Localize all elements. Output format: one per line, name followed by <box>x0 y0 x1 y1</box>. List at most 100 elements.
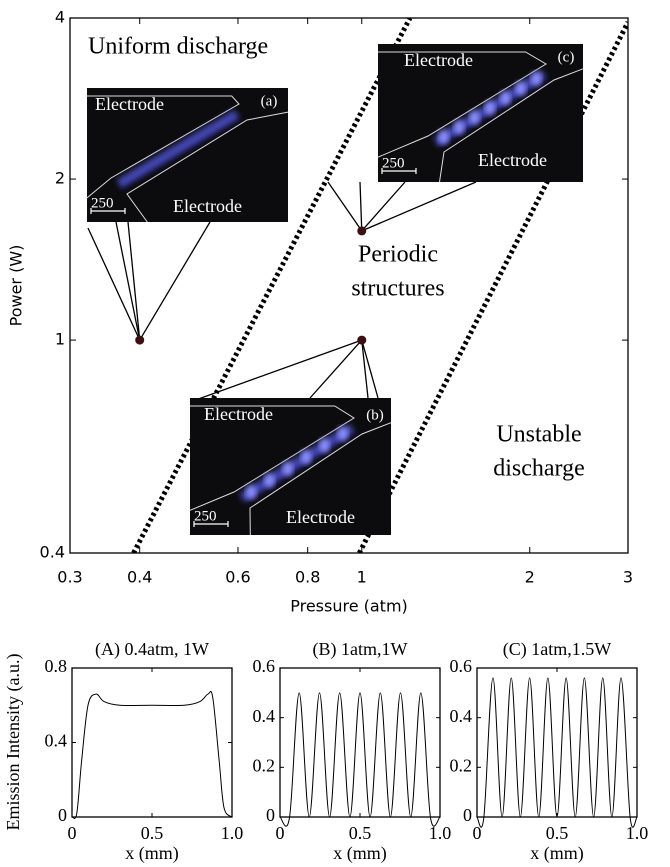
electrode-label: Electrode <box>478 150 547 170</box>
plot-frame <box>71 667 233 818</box>
y-tick-label: 0.4 <box>450 706 473 726</box>
discharge-spot <box>454 120 465 135</box>
y-tick-label: 0.6 <box>253 656 276 676</box>
leader-line <box>87 227 141 341</box>
data-point <box>135 335 145 345</box>
y-tick-label: 0 <box>463 805 472 825</box>
discharge-spot <box>264 473 275 488</box>
intensity-line <box>71 691 233 819</box>
electrode-outline <box>189 405 355 511</box>
y-axis-label: Power (W) <box>7 245 26 327</box>
x-axis-label: x (mm) <box>125 843 179 864</box>
data-point <box>357 335 367 345</box>
intensity-line <box>476 677 638 828</box>
x-tick-label: 1.0 <box>221 823 244 843</box>
x-tick-label: 0.8 <box>295 568 320 587</box>
electrode-outline <box>249 422 392 536</box>
electrode-outline <box>126 111 289 223</box>
discharge-spot <box>337 426 348 441</box>
inset-label: (a) <box>261 93 278 109</box>
x-tick-label: 1.0 <box>429 823 452 843</box>
data-point <box>357 226 367 236</box>
x-tick-label: 0.4 <box>127 568 152 587</box>
leader-line <box>115 221 141 341</box>
discharge-spot <box>531 71 542 86</box>
y-tick-label: 0.6 <box>450 656 473 676</box>
electrode-label: Electrode <box>173 196 242 216</box>
leader-line <box>327 181 363 232</box>
y-axis-label: Emission Intensity (a.u.) <box>3 654 24 831</box>
x-tick-label: 0 <box>473 823 482 843</box>
electrode-outline <box>377 51 547 158</box>
inset-label: (b) <box>366 407 384 423</box>
scale-bar <box>193 521 229 527</box>
y-tick-label: 0 <box>58 805 67 825</box>
x-tick-label: 2 <box>525 568 535 587</box>
electrode-outline <box>86 95 240 199</box>
y-tick-label: 4 <box>55 8 65 27</box>
x-tick-label: 0 <box>68 823 77 843</box>
scale-bar-label: 250 <box>91 195 114 211</box>
discharge-spot <box>485 101 495 115</box>
x-tick-label: 0.5 <box>546 823 569 843</box>
electrode-label: Electrode <box>95 94 164 114</box>
inset-photo: Electrode Electrode (a) 250 <box>86 88 289 223</box>
y-tick-label: 0 <box>266 805 275 825</box>
region-label: Unstable <box>496 422 581 448</box>
discharge-spot <box>438 130 449 145</box>
boundary-line <box>131 18 413 553</box>
region-label: Uniform discharge <box>88 34 268 60</box>
y-tick-label: 0.2 <box>253 755 276 775</box>
inset-label: (c) <box>558 49 575 65</box>
x-axis-label: x (mm) <box>333 843 387 864</box>
leader-line <box>309 339 363 399</box>
inset-bg <box>87 88 288 222</box>
panel-title: (C) 1atm,1.5W <box>503 639 611 660</box>
region-label: Periodic <box>358 242 438 268</box>
leader-line <box>361 181 477 232</box>
discharge-spot <box>319 438 330 453</box>
y-tick-label: 0.2 <box>450 755 473 775</box>
panel-title: (B) 1atm,1W <box>313 639 408 660</box>
inset-photo: Electrode Electrode (b) 250 <box>189 398 392 536</box>
y-tick-label: 0.4 <box>253 706 276 726</box>
discharge-spot <box>246 485 257 500</box>
x-tick-label: 3 <box>623 568 633 587</box>
discharge-glow <box>239 423 355 503</box>
leader-line <box>189 339 362 403</box>
discharge-spot <box>500 91 511 106</box>
discharge-spot <box>301 450 312 465</box>
region-label: discharge <box>493 456 585 482</box>
discharge-spot <box>515 81 526 96</box>
y-tick-label: 0.8 <box>45 656 68 676</box>
leader-line <box>361 339 379 399</box>
discharge-glow <box>116 109 240 189</box>
electrode-label: Electrode <box>204 404 273 424</box>
x-tick-label: 1 <box>357 568 367 587</box>
electrode-label: Electrode <box>286 507 355 527</box>
electrode-label: Electrode <box>404 50 473 70</box>
discharge-spot <box>469 110 480 125</box>
x-tick-label: 0.6 <box>225 568 250 587</box>
y-tick-label: 0.4 <box>40 543 65 562</box>
y-tick-label: 2 <box>55 169 65 188</box>
leader-line <box>139 221 211 341</box>
electrode-outline <box>439 68 584 183</box>
x-tick-label: 0.3 <box>57 568 82 587</box>
leader-line <box>361 340 369 399</box>
leader-line <box>361 181 406 232</box>
scale-bar-label: 250 <box>194 508 217 524</box>
plot-frame <box>476 667 638 818</box>
region-label: structures <box>351 276 444 302</box>
scale-bar-label: 250 <box>382 155 405 171</box>
scale-bar <box>381 168 417 174</box>
y-tick-label: 0.4 <box>45 731 68 751</box>
x-tick-label: 0 <box>276 823 285 843</box>
leader-line <box>359 181 363 231</box>
panel-title: (A) 0.4atm, 1W <box>95 639 209 660</box>
x-tick-label: 0.5 <box>349 823 372 843</box>
discharge-spot <box>282 461 293 476</box>
x-axis-label: Pressure (atm) <box>290 597 408 616</box>
leader-line <box>127 221 141 341</box>
